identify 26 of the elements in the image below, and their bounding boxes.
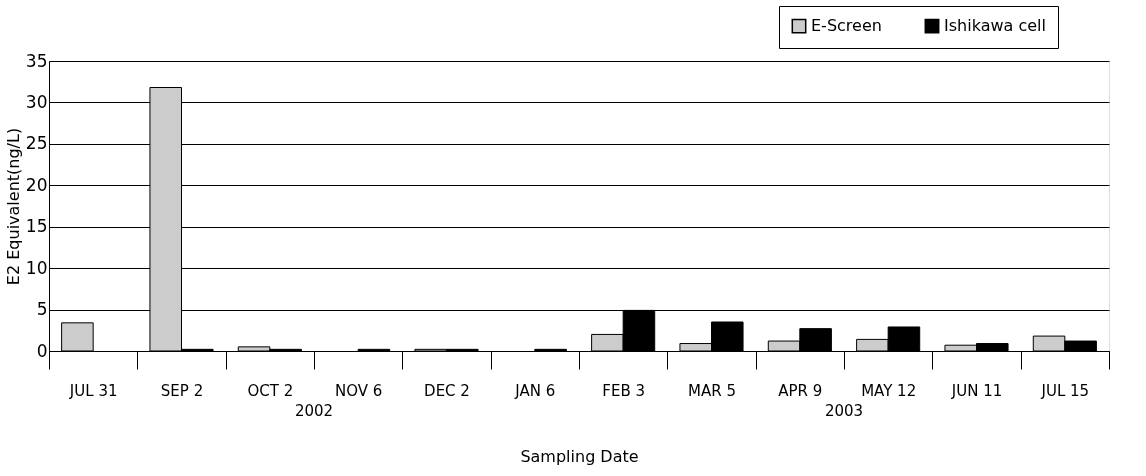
x-axis-title: Sampling Date	[520, 446, 639, 466]
x-tick-label: JUL 15	[1040, 381, 1090, 400]
x-tick-label: JUL 31	[68, 381, 118, 400]
text: 2002	[294, 402, 334, 420]
y-tick-label: 15	[25, 216, 48, 237]
x-tick-label: FEB 3	[602, 381, 646, 400]
x-tick-label: JAN 6	[514, 381, 556, 400]
x-tick-label: MAR 5	[688, 381, 736, 400]
y-tick-label: 25	[25, 133, 48, 154]
x-tick-label: NOV 6	[334, 381, 383, 400]
text: 2003	[824, 402, 864, 420]
y-tick-label: 20	[25, 174, 48, 195]
legend-label: E-Screen	[811, 16, 882, 36]
y-tick-label: 10	[25, 257, 48, 278]
x-tick-label: MAY 12	[861, 381, 917, 400]
x-tick-label: OCT 2	[247, 381, 294, 400]
y-tick-label: 30	[25, 91, 48, 112]
y-tick-label: 5	[36, 299, 48, 320]
y-tick-label: 35	[25, 50, 48, 71]
x-tick-label: SEP 2	[160, 381, 204, 400]
x-tick-label: APR 9	[778, 381, 823, 400]
y-axis-title: E2 Equivalent(ng/L)	[3, 127, 23, 286]
y-tick-label: 0	[36, 340, 48, 361]
x-tick-label: DEC 2	[424, 381, 470, 400]
x-tick-label: JUN 11	[950, 381, 1003, 400]
legend-label: Ishikawa cell	[944, 16, 1046, 36]
